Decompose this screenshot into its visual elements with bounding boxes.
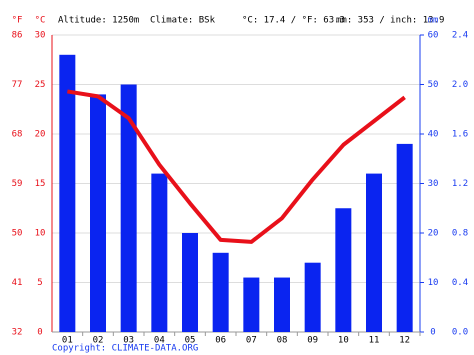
bar [182, 233, 198, 332]
precip-total: mm: 353 / inch: 13.9 [336, 16, 444, 26]
bar [120, 84, 137, 332]
y-tick-label: 20 [35, 130, 46, 140]
x-tick-label: 08 [277, 336, 288, 346]
x-tick-label: 05 [185, 336, 196, 346]
bar [396, 143, 413, 332]
bar [59, 54, 76, 333]
inch-tick-label: 0.8 [452, 229, 468, 239]
f-unit: °F [12, 16, 23, 26]
x-tick-label: 12 [399, 336, 410, 346]
bar [366, 173, 382, 332]
y2-tick-label: 30 [428, 179, 439, 189]
f-tick-label: 59 [12, 179, 23, 189]
mm-unit: mm [428, 16, 439, 26]
x-tick-label: 02 [93, 336, 104, 346]
f-tick-label: 32 [12, 328, 23, 338]
bar [335, 208, 352, 332]
inch-tick-label: 2.4 [452, 31, 468, 41]
y-tick-label: 0 [37, 328, 42, 338]
inch-tick-label: 2.0 [452, 80, 468, 90]
x-tick-label: 10 [338, 336, 349, 346]
y-tick-label: 15 [35, 179, 46, 189]
inch-tick-label: 0.4 [452, 278, 468, 288]
bar [243, 277, 260, 332]
y2-tick-label: 0 [430, 328, 435, 338]
bar [151, 173, 168, 332]
y2-tick-label: 40 [428, 130, 439, 140]
climate: Climate: BSk [150, 16, 216, 26]
inch-tick-label: 1.2 [452, 179, 468, 189]
bar [90, 94, 106, 333]
c-unit: °C [35, 16, 46, 26]
f-tick-label: 86 [12, 31, 23, 41]
bar [212, 252, 229, 332]
f-tick-label: 41 [12, 278, 23, 288]
inch-tick-label: 1.6 [452, 130, 468, 140]
y2-tick-label: 50 [428, 80, 439, 90]
altitude: Altitude: 1250m [58, 16, 139, 26]
x-tick-label: 11 [369, 336, 380, 346]
x-tick-label: 07 [246, 336, 257, 346]
x-tick-label: 01 [62, 336, 73, 346]
y-tick-label: 5 [37, 278, 42, 288]
y-tick-label: 30 [35, 31, 46, 41]
x-tick-label: 04 [154, 336, 165, 346]
inch-tick-label: 0.0 [452, 328, 468, 338]
y-tick-label: 10 [35, 229, 46, 239]
y2-tick-label: 20 [428, 229, 439, 239]
copyright: Copyright: CLIMATE-DATA.ORG [52, 344, 198, 354]
f-tick-label: 68 [12, 130, 23, 140]
temperature-line [67, 89, 406, 244]
temp-mean: °C: 17.4 / °F: 63.3 [242, 16, 345, 26]
y-tick-label: 25 [35, 80, 46, 90]
x-tick-label: 03 [123, 336, 134, 346]
x-tick-label: 06 [215, 336, 226, 346]
x-tick-label: 09 [307, 336, 318, 346]
f-tick-label: 50 [12, 229, 23, 239]
y2-tick-label: 60 [428, 31, 439, 41]
f-tick-label: 77 [12, 80, 23, 90]
bar [274, 277, 290, 332]
bar [304, 262, 321, 332]
y2-tick-label: 10 [428, 278, 439, 288]
